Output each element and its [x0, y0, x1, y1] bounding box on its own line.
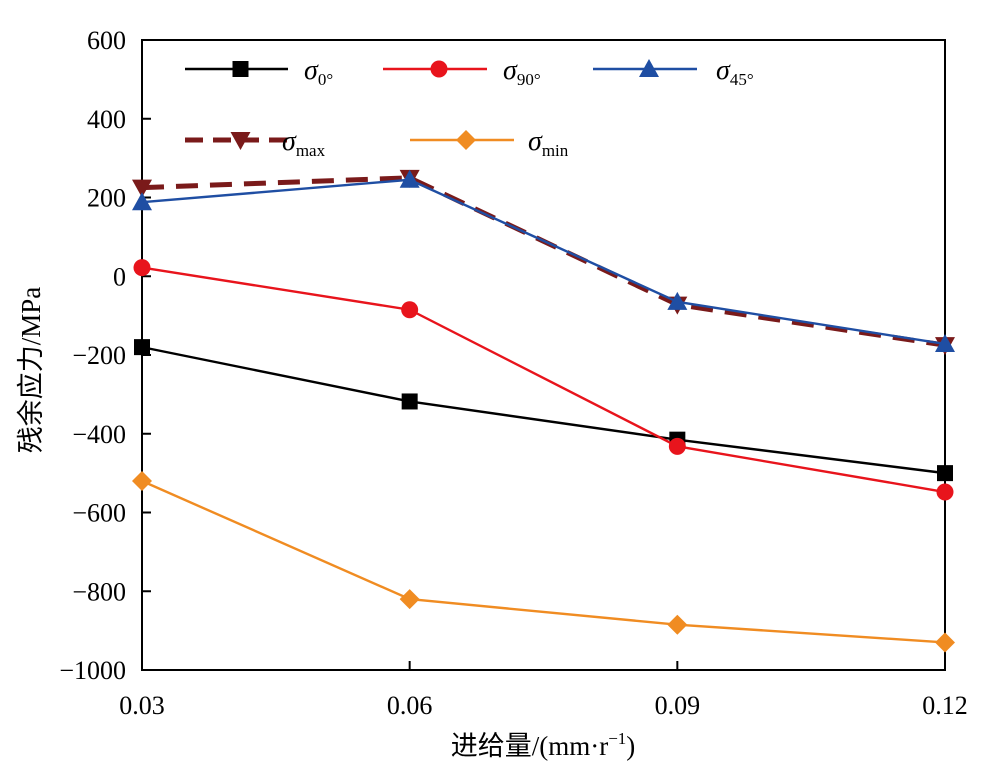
series-0deg-point	[937, 465, 953, 482]
x-tick-label: 0.12	[922, 691, 968, 720]
series-45deg-point	[667, 291, 688, 310]
legend-max-label: σmax	[282, 126, 326, 160]
y-axis-ticks: 600 400 200 0 −200 −400 −600 −800 −1000	[59, 26, 151, 685]
y-tick-label: −1000	[59, 656, 126, 685]
y-axis-label: 残余应力/MPa	[16, 287, 46, 454]
series-90deg-point	[401, 301, 419, 319]
x-tick-label: 0.03	[119, 691, 165, 720]
legend-45deg-marker	[639, 59, 659, 77]
series-min-line	[141, 479, 946, 644]
series-45deg-point	[399, 169, 420, 188]
series-0deg-point	[134, 339, 150, 356]
legend-90deg-marker	[430, 60, 448, 78]
series-min-point	[399, 589, 420, 610]
x-tick-label: 0.09	[655, 691, 701, 720]
legend-0deg-marker	[232, 61, 249, 77]
y-tick-label: 200	[87, 184, 126, 213]
x-axis-ticks: 0.03 0.06 0.09 0.12	[119, 661, 968, 720]
series-45deg-line	[141, 178, 946, 346]
y-tick-label: 0	[113, 262, 126, 291]
series-45deg-point	[935, 333, 955, 352]
y-tick-label: 400	[87, 105, 126, 134]
series-max-line	[141, 175, 946, 348]
y-tick-label: 600	[87, 26, 126, 55]
series-90deg-point	[668, 437, 686, 455]
series-90deg-point	[133, 259, 151, 277]
legend-min-marker	[456, 130, 476, 150]
legend-max-marker	[230, 132, 251, 150]
y-tick-label: −400	[72, 420, 126, 449]
legend: σ0° σ90° σ45° σmax σmin	[185, 55, 754, 160]
plot-frame	[141, 39, 946, 671]
series-90deg-line	[141, 266, 946, 494]
series-90deg-point	[936, 483, 954, 501]
legend-90deg-label: σ90°	[503, 55, 541, 89]
legend-45deg-label: σ45°	[716, 55, 754, 89]
series-min-point	[667, 614, 688, 635]
series-max-point	[132, 179, 152, 198]
y-tick-label: −800	[72, 577, 126, 606]
series-0deg-point	[401, 393, 418, 410]
x-tick-label: 0.06	[387, 691, 433, 720]
y-tick-label: −200	[72, 341, 126, 370]
legend-min-label: σmin	[528, 126, 569, 160]
series-min-point	[132, 471, 152, 491]
x-axis-label: 进给量/(mm·r−1)	[451, 729, 636, 761]
series-45deg-point	[132, 192, 152, 211]
series-0deg-line	[141, 345, 946, 475]
series-layer	[132, 169, 955, 653]
legend-0deg-label: σ0°	[304, 55, 333, 89]
series-min-point	[935, 632, 955, 653]
y-tick-label: −600	[72, 499, 126, 528]
